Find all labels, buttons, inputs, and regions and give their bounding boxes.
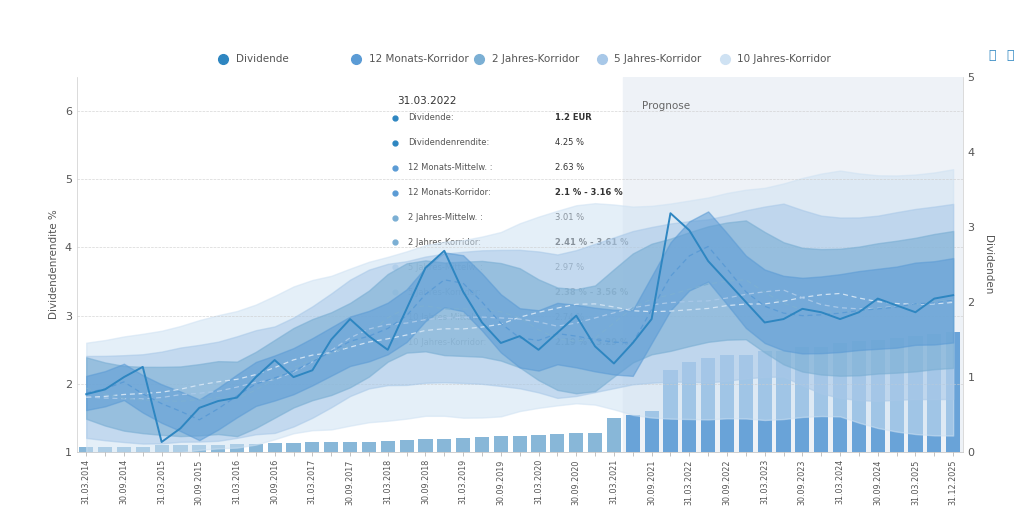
Text: 12 Monats-Mittelw. :: 12 Monats-Mittelw. : [409, 163, 493, 172]
Bar [738, 355, 753, 452]
Text: 4.25 %: 4.25 % [555, 138, 584, 147]
Bar [136, 447, 150, 452]
Bar [814, 347, 828, 452]
Bar [193, 446, 207, 452]
Bar [173, 446, 187, 452]
Bar [833, 343, 847, 452]
Bar [287, 443, 301, 452]
Bar [494, 436, 508, 452]
Bar [155, 446, 169, 452]
Text: 2.74 %: 2.74 % [555, 313, 584, 322]
Text: 2.97 %: 2.97 % [555, 263, 584, 272]
Text: 2 Jahres-Mittelw. :: 2 Jahres-Mittelw. : [409, 213, 483, 222]
Bar [550, 434, 564, 452]
Bar [664, 369, 678, 452]
Text: 10 Jahres-Mittelw. :: 10 Jahres-Mittelw. : [409, 313, 488, 322]
Bar [230, 444, 244, 452]
Text: 2.38 % - 3.56 %: 2.38 % - 3.56 % [555, 288, 628, 297]
Y-axis label: Dividendenrendite %: Dividendenrendite % [49, 210, 59, 319]
Bar [908, 336, 923, 452]
Text: Dividende: Dividende [236, 54, 289, 64]
Bar [249, 444, 263, 452]
Text: 31.03.2022: 31.03.2022 [397, 96, 457, 106]
Bar [325, 443, 338, 452]
Text: 12 Monats-Korridor: 12 Monats-Korridor [369, 54, 468, 64]
Bar [607, 419, 621, 452]
Bar [682, 362, 696, 452]
Bar [927, 334, 941, 452]
Bar [343, 442, 357, 452]
Bar [626, 415, 640, 452]
Y-axis label: Dividenden: Dividenden [983, 235, 993, 294]
Text: Dividende:: Dividende: [409, 113, 454, 122]
Bar [890, 338, 903, 452]
Bar [267, 443, 282, 452]
Bar [456, 438, 470, 452]
Bar [211, 446, 225, 452]
Bar [644, 411, 658, 452]
Text: 2.1 % - 3.16 %: 2.1 % - 3.16 % [555, 188, 623, 197]
Bar [419, 439, 432, 452]
Text: 5 Jahres-Mittelw. :: 5 Jahres-Mittelw. : [409, 263, 483, 272]
Text: 2 Jahres-Korridor: 2 Jahres-Korridor [492, 54, 579, 64]
Bar [701, 358, 715, 452]
Bar [117, 447, 131, 452]
Bar [531, 435, 546, 452]
Text: 💾: 💾 [988, 50, 995, 62]
Bar [79, 447, 93, 452]
Text: 10 Jahres-Korridor:: 10 Jahres-Korridor: [409, 338, 486, 347]
Bar [98, 447, 113, 452]
Bar [399, 440, 414, 452]
Text: 1.2 EUR: 1.2 EUR [555, 113, 592, 122]
Text: 2.19 % - 3.29 %: 2.19 % - 3.29 % [555, 338, 628, 347]
Text: 10 Jahres-Korridor: 10 Jahres-Korridor [737, 54, 831, 64]
Text: Dividendenrendite:: Dividendenrendite: [409, 138, 489, 147]
Bar [624, 77, 963, 452]
Text: 2.63 %: 2.63 % [555, 163, 585, 172]
Text: Prognose: Prognose [642, 101, 690, 110]
Bar [361, 442, 376, 452]
Text: 12 Monats-Korridor:: 12 Monats-Korridor: [409, 188, 492, 197]
Text: 5 Jahres-Korridor: 5 Jahres-Korridor [614, 54, 701, 64]
Text: 2 Jahres-Korridor:: 2 Jahres-Korridor: [409, 238, 481, 247]
Bar [588, 433, 602, 452]
Text: Dividenden-Historie für Valmet Oyj: Dividenden-Historie für Valmet Oyj [348, 11, 676, 30]
Bar [720, 355, 734, 452]
Bar [569, 433, 584, 452]
Bar [437, 439, 452, 452]
Bar [513, 436, 526, 452]
Text: 2.41 % - 3.61 %: 2.41 % - 3.61 % [555, 238, 629, 247]
Bar [796, 347, 809, 452]
Bar [776, 351, 791, 452]
Bar [758, 351, 772, 452]
Bar [852, 341, 866, 452]
Text: 🔍: 🔍 [1007, 50, 1014, 62]
Bar [381, 441, 395, 452]
Bar [870, 339, 885, 452]
Bar [305, 443, 319, 452]
Text: 5 Jahres-Korridor:: 5 Jahres-Korridor: [409, 288, 481, 297]
Text: 3.01 %: 3.01 % [555, 213, 584, 222]
Bar [475, 437, 489, 452]
Bar [946, 332, 961, 452]
